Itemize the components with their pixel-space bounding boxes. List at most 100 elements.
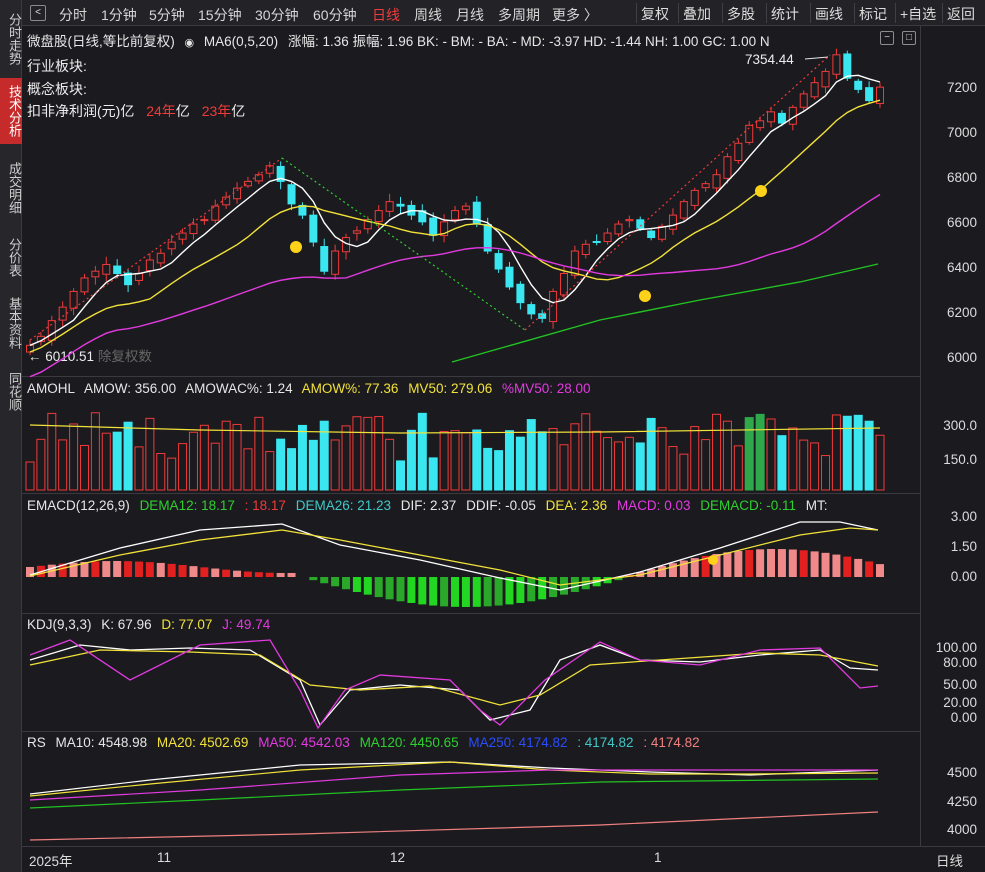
candle-body — [745, 124, 754, 143]
kdj-d-line — [29, 649, 879, 706]
emacd-name: EMACD(12,26,9) — [27, 498, 130, 513]
candle-body — [320, 246, 329, 272]
candle-body — [658, 225, 667, 240]
signal-dot — [290, 241, 302, 253]
period-5min[interactable]: 5分钟 — [149, 7, 185, 23]
side-tab-price-table[interactable]: 分价表 — [7, 237, 22, 277]
return-button[interactable]: 返回 — [942, 3, 979, 23]
amohl-bar — [777, 435, 787, 491]
window-icon[interactable]: □ — [902, 31, 916, 45]
emacd-bar — [843, 556, 852, 577]
signal-dot — [708, 555, 718, 565]
amohl-bar — [788, 427, 798, 491]
candle-body — [58, 306, 67, 321]
draw-line-button[interactable]: 画线 — [810, 3, 847, 23]
candle-body — [570, 250, 579, 276]
amohl-bar — [842, 415, 852, 491]
kdj-j-line — [29, 639, 879, 730]
candle-body — [668, 214, 677, 230]
emacd-bar — [374, 577, 383, 598]
emacd-bar — [788, 549, 797, 577]
price-tick: 6600 — [946, 215, 977, 230]
amohl-bar — [276, 438, 286, 491]
emacd-bar — [58, 563, 67, 577]
emacd-bar — [494, 577, 503, 606]
multi-stock-button[interactable]: 多股 — [722, 3, 759, 23]
back-arrow-icon[interactable]: < — [30, 5, 46, 21]
emacd-bar — [211, 568, 220, 577]
rs-tick: 4500 — [946, 765, 977, 780]
mark-button[interactable]: 标记 — [854, 3, 891, 23]
period-more[interactable]: 更多 〉 — [552, 7, 598, 23]
amohl-name: AMOHL — [27, 381, 76, 396]
side-tab-ths[interactable]: 同花顺 — [7, 371, 22, 411]
amohl-bar — [101, 432, 111, 491]
amohl-bar — [744, 417, 754, 491]
stats-button[interactable]: 统计 — [766, 3, 803, 23]
emacd-bar — [309, 577, 318, 581]
settings-circle-icon[interactable]: ◉ — [184, 37, 195, 49]
period-weekly[interactable]: 周线 — [414, 7, 442, 23]
candle-body — [603, 232, 612, 243]
price-tick: 7200 — [946, 80, 977, 95]
period-30min[interactable]: 30分钟 — [255, 7, 299, 23]
rs-ma250-line — [29, 811, 879, 841]
side-tab-technical[interactable]: 技术分析 — [0, 78, 22, 144]
period-15min[interactable]: 15分钟 — [198, 7, 242, 23]
amohl-bar — [385, 438, 395, 491]
emacd-bar — [701, 555, 710, 577]
amohl-bar — [853, 414, 863, 491]
rs-ma10-value: MA10: 4548.98 — [55, 735, 148, 750]
add-watchlist-button[interactable]: +自选 — [895, 3, 940, 23]
amohl-bar — [134, 446, 144, 491]
period-monthly[interactable]: 月线 — [456, 7, 484, 23]
concept-label: 概念板块: — [27, 81, 87, 97]
overlay-button[interactable]: 叠加 — [678, 3, 715, 23]
candle-body — [483, 224, 492, 252]
separator — [22, 731, 920, 732]
side-tab-timeshare[interactable]: 分时走势 — [7, 13, 22, 65]
amohl-bar — [36, 438, 46, 491]
main-stats: 涨幅: 1.36 振幅: 1.96 BK: - BM: - BA: - MD: … — [287, 34, 770, 49]
candle-body — [767, 111, 776, 123]
candle-body — [679, 201, 688, 219]
candle-body — [200, 219, 209, 222]
period-fenshi[interactable]: 分时 — [59, 7, 87, 23]
candle-body — [701, 183, 710, 189]
candle-body — [712, 174, 721, 189]
kdj-tick: 80.00 — [943, 655, 977, 670]
side-tab-basic-info[interactable]: 基本资料 — [7, 297, 22, 349]
emacd-bar — [407, 577, 416, 603]
candle-body — [331, 250, 340, 275]
period-daily[interactable]: 日线 — [372, 7, 400, 23]
period-60min[interactable]: 60分钟 — [313, 7, 357, 23]
emacd-bar — [538, 577, 547, 600]
side-tab-trade-detail[interactable]: 成交明细 — [7, 162, 22, 214]
emacd-bar — [581, 577, 590, 590]
chart-canvas[interactable] — [0, 0, 920, 846]
amohl-bar — [90, 412, 100, 491]
amohl-bar — [47, 412, 57, 491]
period-1min[interactable]: 1分钟 — [101, 7, 137, 23]
emacd-bar — [756, 549, 765, 577]
fuquan-button[interactable]: 复权 — [636, 3, 673, 23]
candle-body — [276, 165, 285, 182]
ma-magenta-line — [29, 193, 881, 378]
emacd-dea-line — [29, 527, 879, 586]
candle-body — [592, 240, 601, 243]
amohl-bar — [156, 453, 166, 491]
profit-line: 扣非净利润(元)亿 24年亿 23年亿 — [27, 101, 245, 121]
period-multi[interactable]: 多周期 — [498, 7, 540, 23]
candle-body — [102, 263, 111, 275]
amohl-bar — [581, 413, 591, 491]
candle-body — [26, 344, 34, 353]
mv50-value: MV50: 279.06 — [408, 381, 493, 396]
rs-ma120-line — [29, 778, 879, 809]
amohl-bar — [657, 427, 667, 491]
candle-body — [756, 120, 765, 129]
emacd-bar — [810, 551, 819, 577]
candle-body — [647, 230, 656, 239]
candle-body — [440, 221, 449, 237]
minimize-icon[interactable]: − — [880, 31, 894, 45]
emacd-bar — [418, 577, 427, 605]
